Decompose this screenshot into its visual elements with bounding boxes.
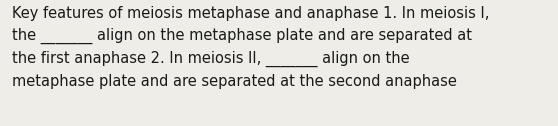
Text: Key features of meiosis metaphase and anaphase 1. In meiosis I,
the _______ alig: Key features of meiosis metaphase and an… — [12, 6, 490, 88]
